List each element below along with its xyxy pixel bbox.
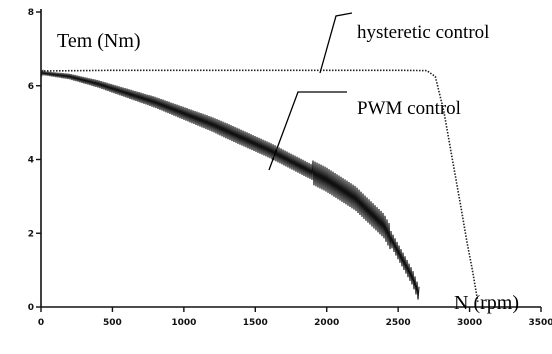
y-tick-label: 4: [28, 156, 34, 166]
y-axis-title: Tem (Nm): [57, 30, 141, 52]
x-tick-label: 0: [38, 318, 44, 328]
y-tick-label: 6: [28, 82, 34, 92]
x-tick-label: 2500: [386, 318, 411, 328]
y-tick-label: 0: [28, 303, 34, 313]
y-tick-label: 2: [28, 229, 34, 239]
x-tick-label: 1000: [171, 318, 196, 328]
series-line-hysteretic: [40, 69, 479, 304]
series-group: [40, 69, 479, 304]
x-tick-label: 3500: [528, 318, 552, 328]
legend-label-hysteretic: hysteretic control: [357, 22, 489, 43]
x-axis-title: N (rpm): [454, 292, 519, 314]
y-tick-label: 8: [28, 8, 34, 18]
leader-line-hysteretic: [319, 12, 353, 74]
annotations: Tem (Nm) N (rpm) hysteretic control PWM …: [57, 12, 519, 314]
x-tick-label: 1500: [243, 318, 268, 328]
x-tick-label: 2000: [314, 318, 339, 328]
x-tick-label: 500: [103, 318, 122, 328]
x-tick-label: 3000: [457, 318, 482, 328]
series-line-pwm: [40, 69, 420, 300]
axes: [40, 9, 541, 308]
leader-line-pwm: [268, 91, 347, 171]
tick-marks: [36, 11, 542, 312]
tick-labels: 0 500 1000 1500 2000 2500 3000 3500 0 2 4 6 8: [28, 8, 552, 328]
legend-label-pwm: PWM control: [357, 98, 461, 119]
